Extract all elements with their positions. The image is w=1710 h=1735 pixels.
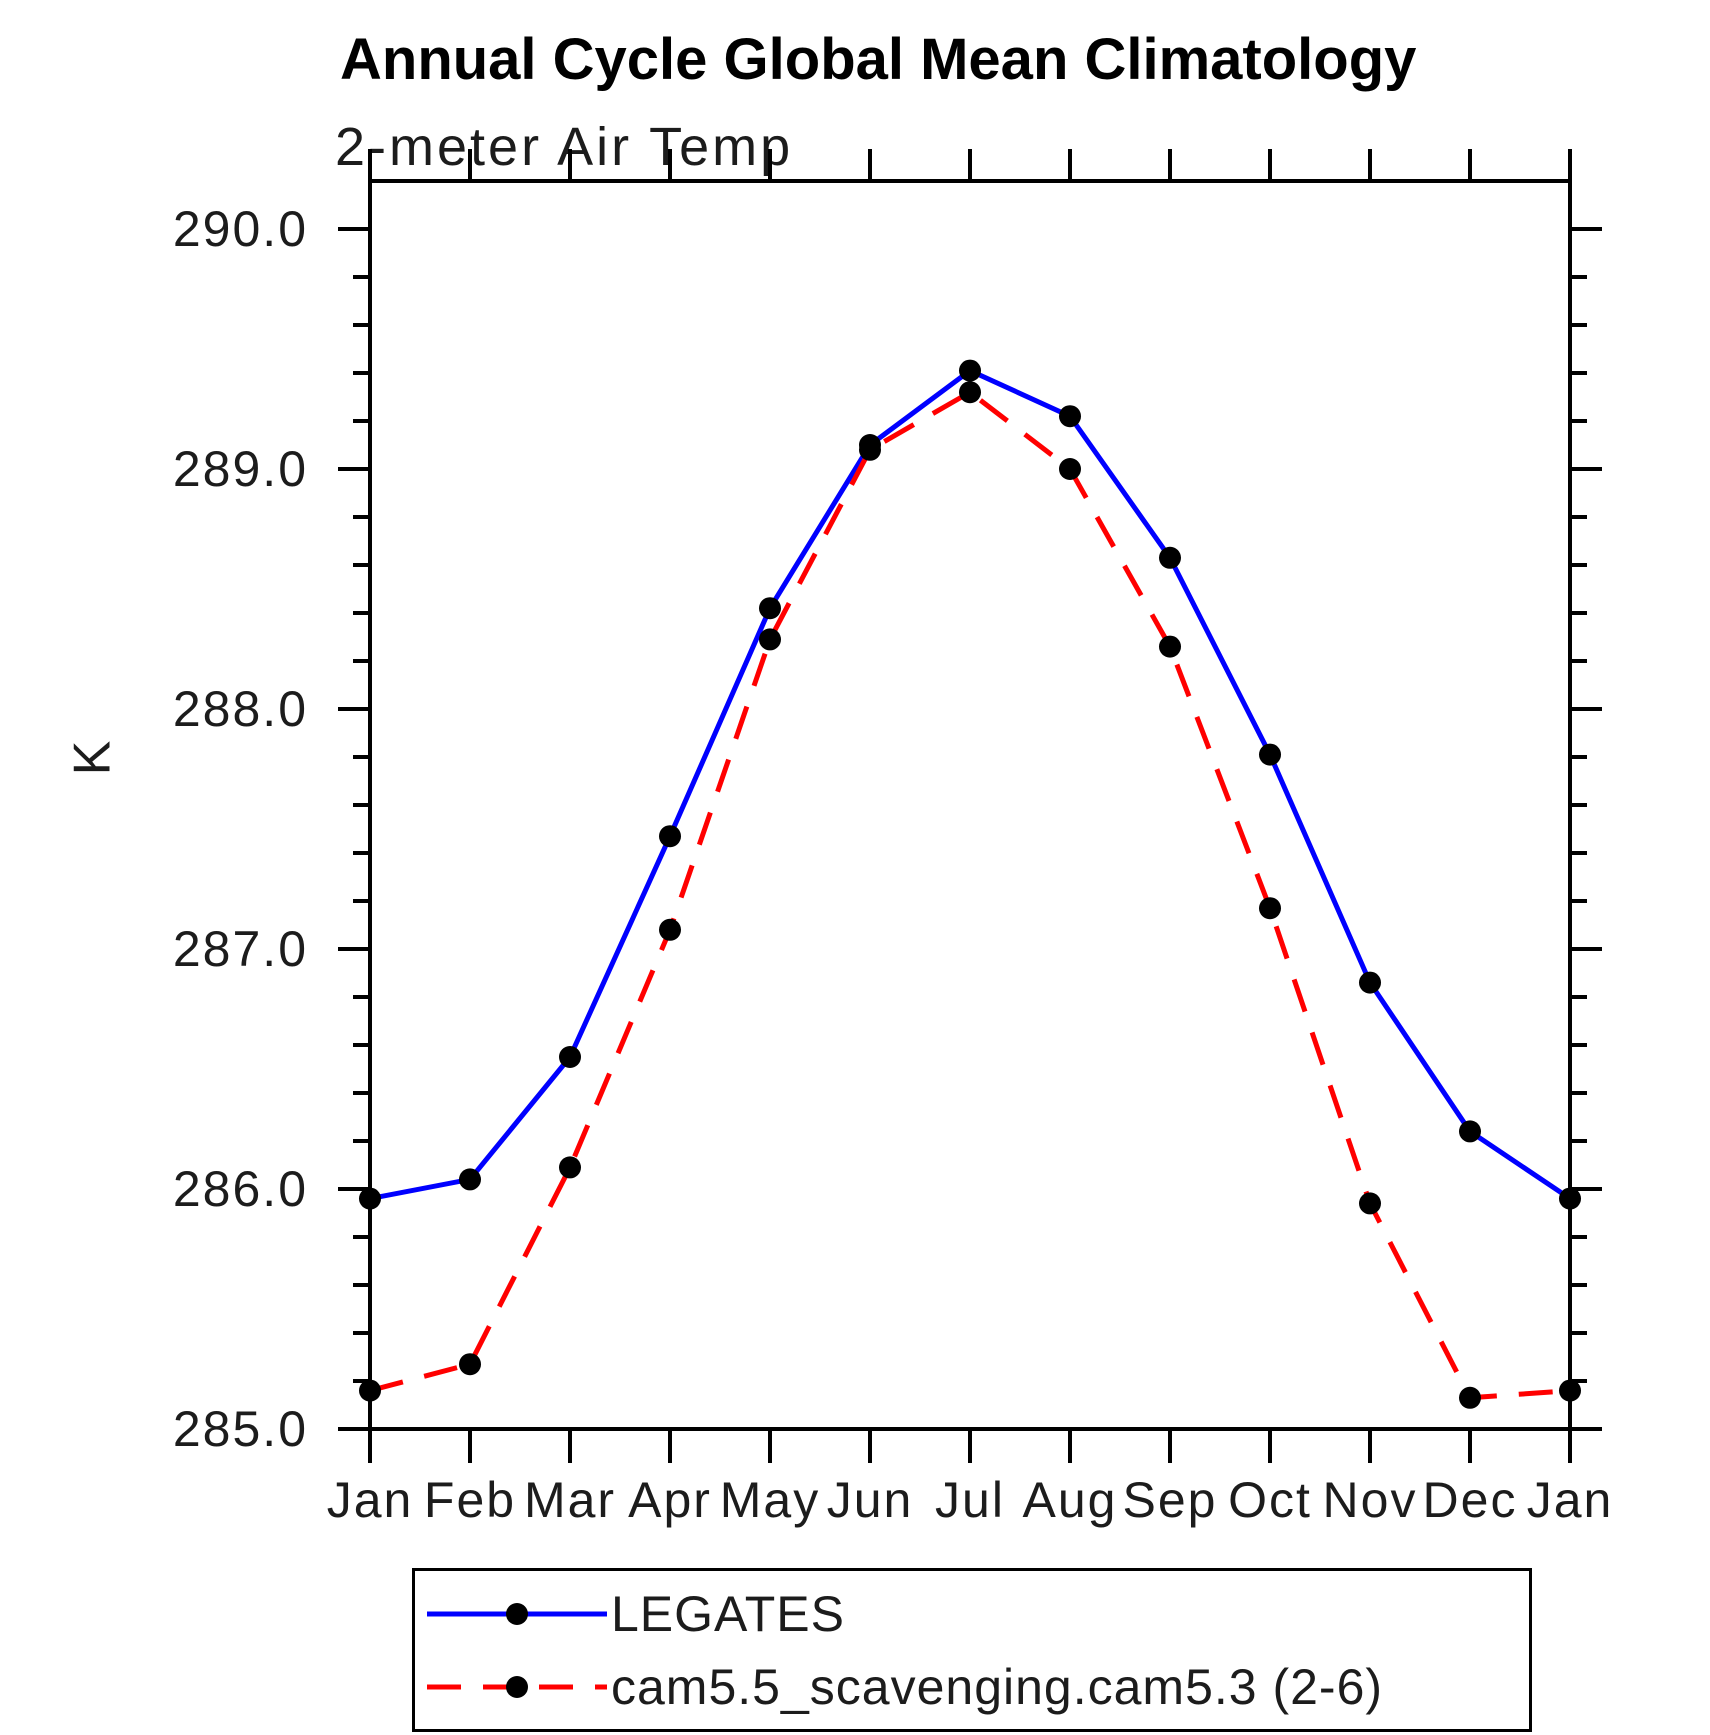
legend-row-1: cam5.5_scavenging.cam5.3 (2-6) (427, 1657, 1529, 1717)
data-point-marker (759, 628, 781, 651)
x-tick-label: Oct (1228, 1472, 1312, 1528)
data-point-marker (459, 1353, 481, 1376)
data-point-marker (1059, 405, 1081, 428)
legend-row-0: LEGATES (427, 1584, 1529, 1644)
data-point-marker (1159, 635, 1181, 658)
x-tick-label: Jan (327, 1472, 414, 1528)
x-tick-label: Jun (827, 1472, 914, 1528)
x-tick-label: Dec (1423, 1472, 1518, 1528)
x-tick-label: Jul (935, 1472, 1005, 1528)
data-point-marker (1559, 1379, 1581, 1402)
series-line-1 (369, 389, 1571, 1401)
x-tick-label: Mar (524, 1472, 616, 1528)
legend-label: cam5.5_scavenging.cam5.3 (2-6) (611, 1658, 1384, 1715)
legend-line-sample (427, 1675, 607, 1698)
data-point-marker (1459, 1386, 1481, 1409)
x-tick-label: Jan (1527, 1472, 1614, 1528)
y-tick-label: 290.0 (173, 201, 308, 257)
y-tick-label: 287.0 (173, 921, 308, 977)
data-point-marker (359, 1187, 381, 1210)
data-point-marker (459, 1168, 481, 1191)
legend-box: LEGATES cam5.5_scavenging.cam5.3 (2-6) (412, 1568, 1532, 1732)
x-tick-label: Sep (1123, 1472, 1218, 1528)
data-point-marker (1259, 897, 1281, 920)
data-point-marker (959, 359, 981, 382)
data-point-marker (959, 381, 981, 404)
legend-marker (506, 1675, 528, 1698)
legend-line-sample (427, 1602, 607, 1625)
data-point-marker (1159, 546, 1181, 569)
data-point-marker (1359, 1192, 1381, 1215)
data-point-marker (559, 1156, 581, 1179)
y-tick-label: 286.0 (173, 1161, 308, 1217)
x-tick-label: Nov (1323, 1472, 1418, 1528)
data-point-marker (1259, 743, 1281, 766)
data-point-marker (1559, 1187, 1581, 1210)
legend-label: LEGATES (611, 1585, 845, 1642)
x-tick-label: Aug (1023, 1472, 1118, 1528)
x-tick-label: Feb (424, 1472, 516, 1528)
data-point-marker (859, 438, 881, 461)
series-line-0 (369, 367, 1572, 1202)
legend-marker (506, 1602, 528, 1625)
data-point-marker (1359, 971, 1381, 994)
chart-subtitle: 2-meter Air Temp (335, 117, 794, 177)
x-tick-label: May (720, 1472, 820, 1528)
chart-title: Annual Cycle Global Mean Climatology (340, 27, 1417, 92)
y-tick-label: 289.0 (173, 441, 308, 497)
y-tick-label: 288.0 (173, 681, 308, 737)
x-tick-label: Apr (628, 1472, 712, 1528)
data-point-marker (1459, 1120, 1481, 1143)
data-point-marker (759, 597, 781, 620)
data-point-marker (559, 1046, 581, 1068)
data-point-marker (659, 918, 681, 941)
data-point-marker (1059, 458, 1081, 480)
y-tick-label: 285.0 (173, 1401, 308, 1457)
data-point-marker (659, 825, 681, 848)
data-point-marker (359, 1379, 381, 1402)
